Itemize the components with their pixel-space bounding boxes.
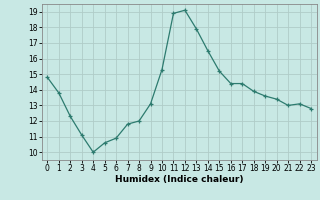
X-axis label: Humidex (Indice chaleur): Humidex (Indice chaleur): [115, 175, 244, 184]
